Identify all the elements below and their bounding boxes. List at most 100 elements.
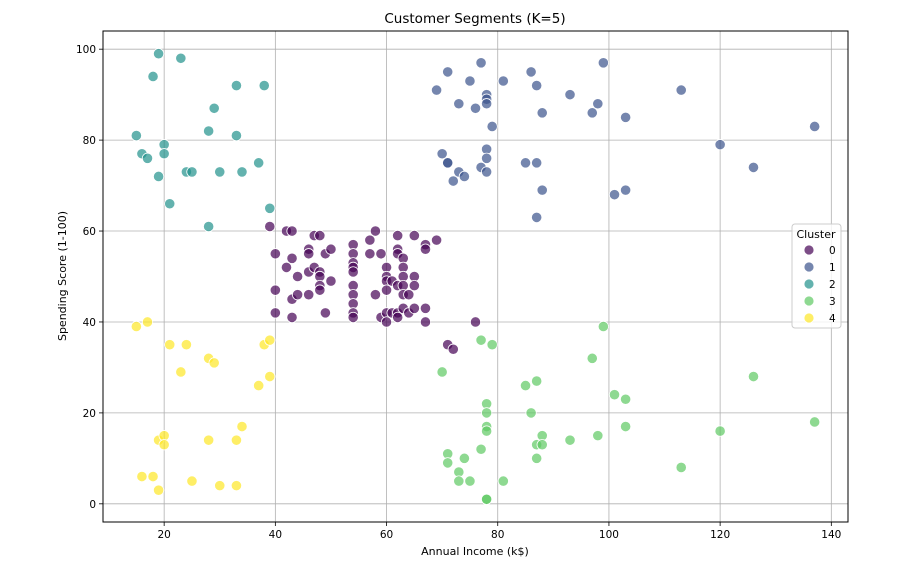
data-point-cluster-0 (319, 307, 331, 319)
data-point-cluster-1 (475, 57, 487, 69)
data-point-cluster-1 (531, 157, 543, 169)
data-point-cluster-2 (164, 198, 176, 210)
data-point-cluster-3 (497, 475, 509, 487)
data-point-cluster-1 (430, 84, 443, 96)
y-axis-label: Spending Score (1-100) (56, 211, 69, 341)
legend-title: Cluster (796, 228, 836, 241)
data-point-cluster-2 (264, 202, 276, 214)
x-tick-label: 140 (821, 529, 841, 541)
data-point-cluster-0 (392, 229, 404, 242)
data-point-cluster-0 (291, 270, 304, 283)
data-point-cluster-0 (286, 252, 298, 264)
data-point-cluster-0 (408, 229, 420, 242)
data-point-cluster-0 (286, 225, 298, 237)
data-point-cluster-4 (264, 334, 276, 346)
grid-layer (103, 31, 848, 522)
data-point-cluster-3 (809, 416, 821, 428)
data-point-cluster-1 (458, 170, 470, 183)
data-point-cluster-1 (592, 98, 604, 110)
data-point-cluster-4 (136, 470, 148, 483)
data-point-cluster-0 (375, 248, 387, 260)
data-point-cluster-2 (152, 170, 165, 183)
data-point-cluster-1 (447, 175, 459, 187)
data-point-cluster-0 (325, 243, 337, 255)
data-point-cluster-1 (597, 57, 609, 69)
data-point-cluster-1 (531, 79, 543, 92)
legend: Cluster 0 1 2 3 4 (791, 223, 842, 329)
data-point-cluster-4 (147, 470, 159, 483)
data-point-cluster-3 (481, 425, 493, 437)
plot-area-frame (102, 30, 849, 523)
data-point-cluster-0 (419, 243, 432, 255)
data-point-cluster-3 (747, 370, 760, 383)
legend-marker-4 (803, 312, 815, 324)
x-tick-label: 120 (710, 529, 730, 541)
data-point-cluster-2 (214, 166, 226, 178)
data-point-cluster-4 (158, 439, 170, 451)
data-point-cluster-3 (675, 461, 687, 474)
data-point-cluster-0 (269, 248, 281, 260)
data-point-cluster-0 (408, 302, 420, 314)
data-point-cluster-0 (419, 316, 432, 328)
data-point-cluster-1 (469, 102, 482, 114)
points-layer (130, 48, 821, 505)
data-point-cluster-2 (152, 48, 165, 60)
data-point-cluster-0 (447, 343, 459, 355)
data-point-cluster-0 (392, 311, 404, 324)
data-point-cluster-0 (314, 229, 326, 242)
data-point-cluster-4 (264, 370, 276, 383)
data-point-cluster-0 (380, 284, 393, 296)
data-point-cluster-0 (364, 248, 376, 260)
data-point-cluster-3 (486, 339, 498, 351)
data-point-cluster-3 (531, 375, 543, 387)
data-point-cluster-1 (747, 161, 760, 173)
data-point-cluster-3 (458, 452, 470, 464)
data-point-cluster-1 (481, 98, 493, 110)
legend-label-2: 2 (829, 279, 836, 291)
data-point-cluster-4 (141, 316, 154, 328)
x-tick-label: 40 (269, 529, 282, 541)
data-point-cluster-0 (408, 279, 420, 292)
data-point-cluster-0 (347, 311, 359, 324)
data-point-cluster-1 (608, 189, 621, 201)
data-point-cluster-0 (286, 311, 298, 324)
data-point-cluster-1 (620, 111, 632, 123)
data-point-cluster-1 (536, 107, 548, 119)
legend-marker-1 (803, 261, 815, 273)
data-point-cluster-2 (253, 157, 265, 169)
legend-label-1: 1 (829, 262, 836, 274)
legend-label-3: 3 (829, 296, 836, 308)
data-point-cluster-1 (536, 184, 548, 196)
data-point-cluster-0 (469, 316, 482, 328)
data-point-cluster-2 (175, 52, 187, 64)
y-tick-label: 0 (89, 499, 96, 511)
data-point-cluster-0 (419, 302, 432, 314)
data-point-cluster-2 (208, 102, 220, 114)
data-point-cluster-4 (230, 480, 243, 492)
data-point-cluster-3 (525, 407, 537, 419)
data-point-cluster-1 (714, 139, 726, 151)
data-point-cluster-0 (403, 289, 415, 301)
data-point-cluster-3 (592, 430, 604, 442)
data-point-cluster-1 (809, 120, 821, 133)
y-tick-label: 20 (83, 408, 96, 420)
data-point-cluster-0 (325, 275, 337, 287)
data-point-cluster-3 (475, 443, 487, 455)
data-point-cluster-1 (442, 157, 454, 169)
x-tick-label: 60 (380, 529, 393, 541)
data-point-cluster-4 (208, 357, 220, 369)
data-point-cluster-1 (675, 84, 687, 96)
data-point-cluster-1 (497, 75, 509, 87)
chart-title: Customer Segments (K=5) (384, 11, 565, 27)
y-tick-label: 100 (76, 44, 96, 56)
x-axis-label: Annual Income (k$) (421, 545, 529, 558)
data-point-cluster-0 (314, 284, 326, 296)
data-point-cluster-0 (303, 248, 315, 260)
data-point-cluster-3 (464, 475, 476, 487)
y-tick-label: 40 (83, 317, 96, 329)
data-point-cluster-1 (486, 120, 498, 133)
data-point-cluster-0 (280, 261, 293, 274)
data-point-cluster-3 (620, 393, 632, 405)
